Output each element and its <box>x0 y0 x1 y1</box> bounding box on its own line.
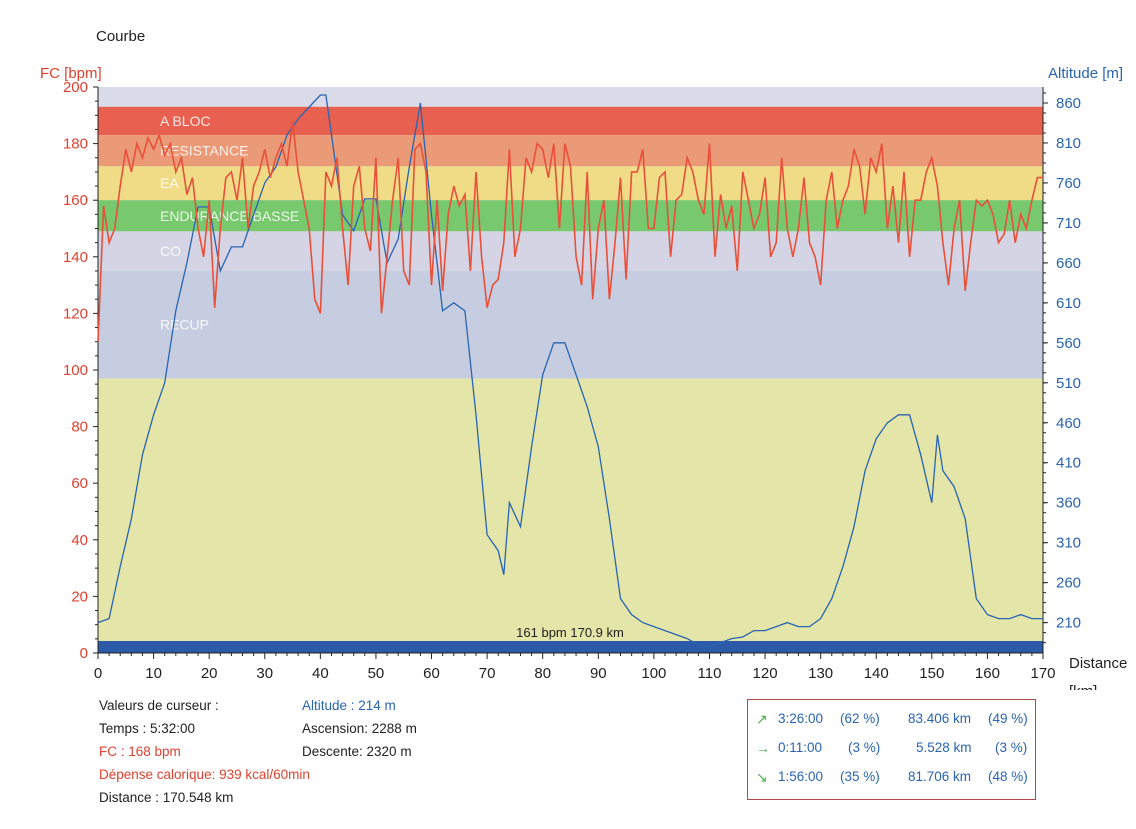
total-ascent: Ascension: 2288 m <box>302 721 417 736</box>
zone-label: A BLOC <box>160 113 211 129</box>
y-left-tick-label: 200 <box>63 79 88 96</box>
x-tick-label: 70 <box>479 665 496 682</box>
slope-stats-box: ↗ 3:26:00 (62 %) 83.406 km (49 %) → 0:11… <box>747 699 1036 800</box>
arrow-down-icon: ↘ <box>756 769 768 785</box>
y-right-tick-label: 810 <box>1056 135 1081 152</box>
altitude-series-line <box>97 94 1043 648</box>
cursor-values-panel: Valeurs de curseur : Temps : 5:32:00 FC … <box>99 694 310 809</box>
zone-label: CO <box>160 243 181 259</box>
x-tick-label: 40 <box>312 665 329 682</box>
x-tick-label: 10 <box>145 665 162 682</box>
x-tick-label: 80 <box>534 665 551 682</box>
y-right-tick-label: 710 <box>1056 215 1081 232</box>
cursor-bar <box>98 641 1043 653</box>
stats-pct-distance: (3 %) <box>995 740 1028 755</box>
stats-pct-distance: (48 %) <box>988 769 1028 784</box>
y-right-tick-label: 560 <box>1056 335 1081 352</box>
stats-distance: 81.706 km <box>908 769 972 784</box>
stats-distance: 5.528 km <box>916 740 972 755</box>
stats-pct-time: (35 %) <box>840 769 880 784</box>
chart[interactable]: A BLOC RESISTANCE EA ENDURANCE BASSE CO RECUP… <box>0 0 1136 690</box>
x-tick-label: 170 <box>1030 665 1055 682</box>
y-left-tick-label: 20 <box>71 588 88 605</box>
stats-distance: 83.406 km <box>908 711 972 726</box>
zone-label: ENDURANCE BASSE <box>160 208 299 224</box>
zone-band <box>98 270 1043 379</box>
y-left-tick-label: 100 <box>63 362 88 379</box>
x-tick-label: 60 <box>423 665 440 682</box>
x-tick-label: 140 <box>864 665 889 682</box>
cursor-readout: 161 bpm 170.9 km <box>516 625 624 640</box>
y-right-tick-label: 760 <box>1056 175 1081 192</box>
x-tick-label: 160 <box>975 665 1000 682</box>
y-left-tick-label: 180 <box>63 136 88 153</box>
x-tick-label: 120 <box>753 665 778 682</box>
zone-band <box>98 231 1043 271</box>
y-left-tick-label: 120 <box>63 305 88 322</box>
zone-label: RECUP <box>160 317 209 333</box>
total-descent: Descente: 2320 m <box>302 744 412 759</box>
y-right-tick-label: 410 <box>1056 455 1081 472</box>
y-right-tick-label: 510 <box>1056 375 1081 392</box>
x-tick-label: 150 <box>919 665 944 682</box>
y-left-tick-label: 160 <box>63 192 88 209</box>
x-tick-label: 130 <box>808 665 833 682</box>
stats-pct-time: (3 %) <box>848 740 881 755</box>
x-tick-label: 50 <box>368 665 385 682</box>
x-tick-label: 20 <box>201 665 218 682</box>
stats-time: 0:11:00 <box>778 740 823 755</box>
y-right-tick-label: 360 <box>1056 495 1081 512</box>
zone-band <box>98 135 1043 167</box>
zone-band <box>98 106 1043 136</box>
y-left-tick-label: 140 <box>63 249 88 266</box>
heart-rate-series-line <box>97 120 1043 342</box>
x-tick-label: 100 <box>641 665 666 682</box>
zone-label: EA <box>160 175 179 191</box>
stats-pct-time: (62 %) <box>840 711 880 726</box>
cursor-heart-rate: FC : 168 bpm <box>99 744 181 759</box>
y-left-tick-label: 80 <box>71 419 88 436</box>
y-right-tick-label: 660 <box>1056 255 1081 272</box>
stats-row-descent: ↘ 1:56:00 (35 %) 81.706 km (48 %) <box>748 763 1035 791</box>
page-title: Courbe <box>96 28 146 45</box>
x-tick-label: 90 <box>590 665 607 682</box>
x-axis-title: Distance <box>1069 655 1127 672</box>
stats-time: 3:26:00 <box>778 711 824 726</box>
arrow-up-icon: ↗ <box>756 711 768 727</box>
stats-pct-distance: (49 %) <box>988 711 1028 726</box>
cursor-time: Temps : 5:32:00 <box>99 721 196 736</box>
y-right-tick-label: 260 <box>1056 575 1081 592</box>
y-left-tick-label: 60 <box>71 475 88 492</box>
cursor-altitude: Altitude : 214 m <box>302 698 396 713</box>
y-left-tick-label: 40 <box>71 532 88 549</box>
y-right-axis-title: Altitude [m] <box>1048 65 1123 82</box>
x-tick-label: 110 <box>698 665 722 682</box>
y-right-tick-label: 860 <box>1056 95 1081 112</box>
x-axis-unit: [km] <box>1069 683 1097 690</box>
y-right-tick-label: 210 <box>1056 615 1081 632</box>
stats-time: 1:56:00 <box>778 769 824 784</box>
cursor-calories: Dépense calorique: 939 kcal/60min <box>99 767 310 782</box>
y-right-tick-label: 460 <box>1056 415 1081 432</box>
arrow-flat-icon: → <box>756 740 770 756</box>
y-left-tick-label: 0 <box>80 645 88 662</box>
cursor-values-title: Valeurs de curseur : <box>99 698 219 713</box>
stats-row-climb: ↗ 3:26:00 (62 %) 83.406 km (49 %) <box>748 705 1035 733</box>
y-right-tick-label: 610 <box>1056 295 1081 312</box>
y-right-tick-label: 310 <box>1056 535 1081 552</box>
cursor-distance: Distance : 170.548 km <box>99 790 234 805</box>
zone-label: RESISTANCE <box>160 143 248 159</box>
altitude-panel: Altitude : 214 m Ascension: 2288 m Desce… <box>302 694 417 763</box>
x-tick-label: 30 <box>256 665 273 682</box>
stats-row-flat: → 0:11:00 (3 %) 5.528 km (3 %) <box>748 734 1035 762</box>
x-tick-label: 0 <box>94 665 102 682</box>
y-left-axis-title: FC [bpm] <box>40 65 102 82</box>
